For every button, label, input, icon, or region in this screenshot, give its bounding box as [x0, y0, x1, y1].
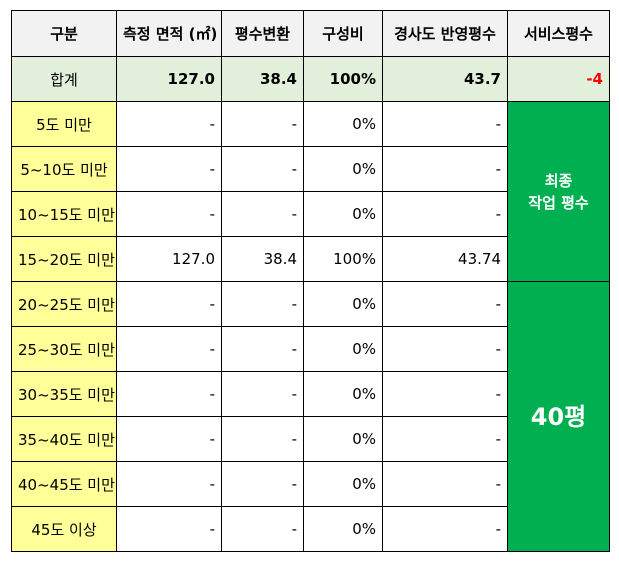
total-area: 127.0 [116, 56, 222, 102]
row-pyeong: - [221, 506, 304, 552]
row-ratio: 0% [303, 326, 383, 372]
row-slope-pyeong: - [382, 101, 508, 147]
header-row: 구분 측정 면적 (㎡) 평수변환 구성비 경사도 반영평수 서비스평수 [11, 10, 610, 57]
row-slope-pyeong: - [382, 461, 508, 507]
total-service-pyeong: -4 [507, 56, 610, 102]
row-category: 10~15도 미만 [11, 191, 117, 237]
row-area: - [116, 101, 222, 147]
total-row: 합계 127.0 38.4 100% 43.7 -4 [11, 56, 610, 102]
row-area: - [116, 461, 222, 507]
final-label-line1: 최종 [544, 171, 573, 190]
table-row: 35~40도 미만 - - 0% - [11, 416, 610, 462]
row-ratio: 0% [303, 146, 383, 192]
header-ratio: 구성비 [303, 10, 383, 57]
row-ratio: 0% [303, 191, 383, 237]
row-pyeong: - [221, 281, 304, 327]
row-category: 25~30도 미만 [11, 326, 117, 372]
row-ratio: 100% [303, 236, 383, 282]
slope-area-table: 구분 측정 면적 (㎡) 평수변환 구성비 경사도 반영평수 서비스평수 합계 … [11, 10, 610, 552]
header-category: 구분 [11, 10, 117, 57]
row-category: 30~35도 미만 [11, 371, 117, 417]
table-row: 15~20도 미만 127.0 38.4 100% 43.74 [11, 236, 610, 282]
row-area: - [116, 506, 222, 552]
row-pyeong: - [221, 191, 304, 237]
row-pyeong: - [221, 416, 304, 462]
row-area: - [116, 146, 222, 192]
header-slope-pyeong: 경사도 반영평수 [382, 10, 508, 57]
row-category: 20~25도 미만 [11, 281, 117, 327]
row-category: 45도 이상 [11, 506, 117, 552]
row-area: 127.0 [116, 236, 222, 282]
total-label: 합계 [11, 56, 117, 102]
final-label-line2: 작업 평수 [528, 193, 589, 212]
row-ratio: 0% [303, 371, 383, 417]
table-row: 40~45도 미만 - - 0% - [11, 461, 610, 507]
row-slope-pyeong: - [382, 326, 508, 372]
table-row: 20~25도 미만 - - 0% - 40평 [11, 281, 610, 552]
header-area: 측정 면적 (㎡) [116, 10, 222, 57]
table-row: 45도 이상 - - 0% - [11, 506, 610, 552]
row-pyeong: 38.4 [221, 236, 304, 282]
header-service-pyeong: 서비스평수 [507, 10, 610, 57]
total-slope-pyeong: 43.7 [382, 56, 508, 102]
table-row: 10~15도 미만 - - 0% - [11, 191, 610, 237]
row-area: - [116, 191, 222, 237]
total-pyeong: 38.4 [221, 56, 304, 102]
row-slope-pyeong: 43.74 [382, 236, 508, 282]
row-category: 40~45도 미만 [11, 461, 117, 507]
total-ratio: 100% [303, 56, 383, 102]
row-area: - [116, 371, 222, 417]
table-row: 25~30도 미만 - - 0% - [11, 326, 610, 372]
row-ratio: 0% [303, 281, 383, 327]
row-ratio: 0% [303, 461, 383, 507]
header-pyeong: 평수변환 [221, 10, 304, 57]
table-row: 30~35도 미만 - - 0% - [11, 371, 610, 417]
row-slope-pyeong: - [382, 416, 508, 462]
row-category: 5~10도 미만 [11, 146, 117, 192]
row-pyeong: - [221, 146, 304, 192]
row-pyeong: - [221, 326, 304, 372]
row-slope-pyeong: - [382, 371, 508, 417]
row-slope-pyeong: - [382, 506, 508, 552]
row-slope-pyeong: - [382, 281, 508, 327]
row-area: - [116, 281, 222, 327]
table-row: 5~10도 미만 - - 0% - [11, 146, 610, 192]
row-pyeong: - [221, 461, 304, 507]
row-category: 35~40도 미만 [11, 416, 117, 462]
row-pyeong: - [221, 371, 304, 417]
row-ratio: 0% [303, 101, 383, 147]
row-ratio: 0% [303, 506, 383, 552]
row-ratio: 0% [303, 416, 383, 462]
row-area: - [116, 416, 222, 462]
row-category: 15~20도 미만 [11, 236, 117, 282]
final-work-area-value: 40평 [507, 281, 610, 552]
row-area: - [116, 326, 222, 372]
row-category: 5도 미만 [11, 101, 117, 147]
row-slope-pyeong: - [382, 191, 508, 237]
row-slope-pyeong: - [382, 146, 508, 192]
row-pyeong: - [221, 101, 304, 147]
